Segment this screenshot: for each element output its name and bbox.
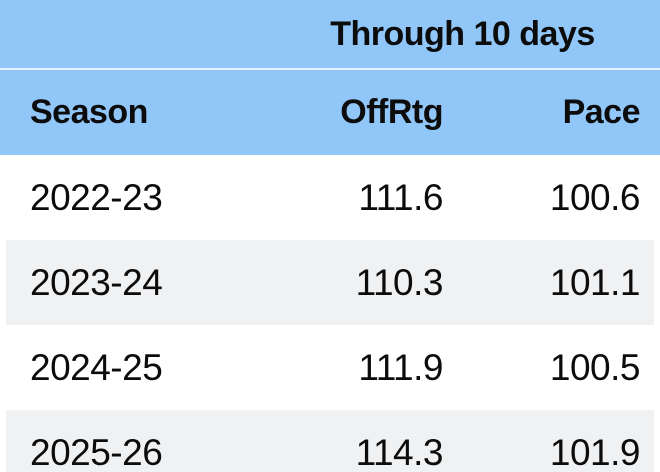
- column-header-pace: Pace: [562, 93, 641, 131]
- table-span-header-row: Through 10 days: [0, 0, 660, 70]
- span-header-through-10-days: Through 10 days: [330, 14, 595, 53]
- column-header-season: Season: [30, 93, 148, 131]
- table-row: 2024-25 111.9 100.5: [6, 325, 654, 410]
- table-row: 2023-24 110.3 101.1: [6, 240, 654, 325]
- offrtg-cell: 111.6: [358, 176, 443, 218]
- table-column-header-row: Season OffRtg Pace: [0, 70, 660, 155]
- pace-cell: 100.6: [549, 176, 641, 218]
- season-cell: 2022-23: [30, 176, 163, 218]
- table-row: 2025-26 114.3 101.9: [6, 410, 654, 472]
- offrtg-cell: 114.3: [355, 431, 444, 472]
- pace-cell: 101.1: [549, 261, 641, 303]
- pace-cell: 100.5: [549, 346, 641, 388]
- offrtg-cell: 110.3: [355, 261, 444, 303]
- season-cell: 2024-25: [30, 346, 163, 388]
- offrtg-cell: 111.9: [358, 346, 443, 388]
- column-header-offrtg: OffRtg: [340, 93, 443, 131]
- season-cell: 2023-24: [30, 261, 163, 303]
- season-cell: 2025-26: [30, 431, 163, 472]
- pace-cell: 101.9: [549, 431, 641, 472]
- table-row: 2022-23 111.6 100.6: [6, 155, 654, 240]
